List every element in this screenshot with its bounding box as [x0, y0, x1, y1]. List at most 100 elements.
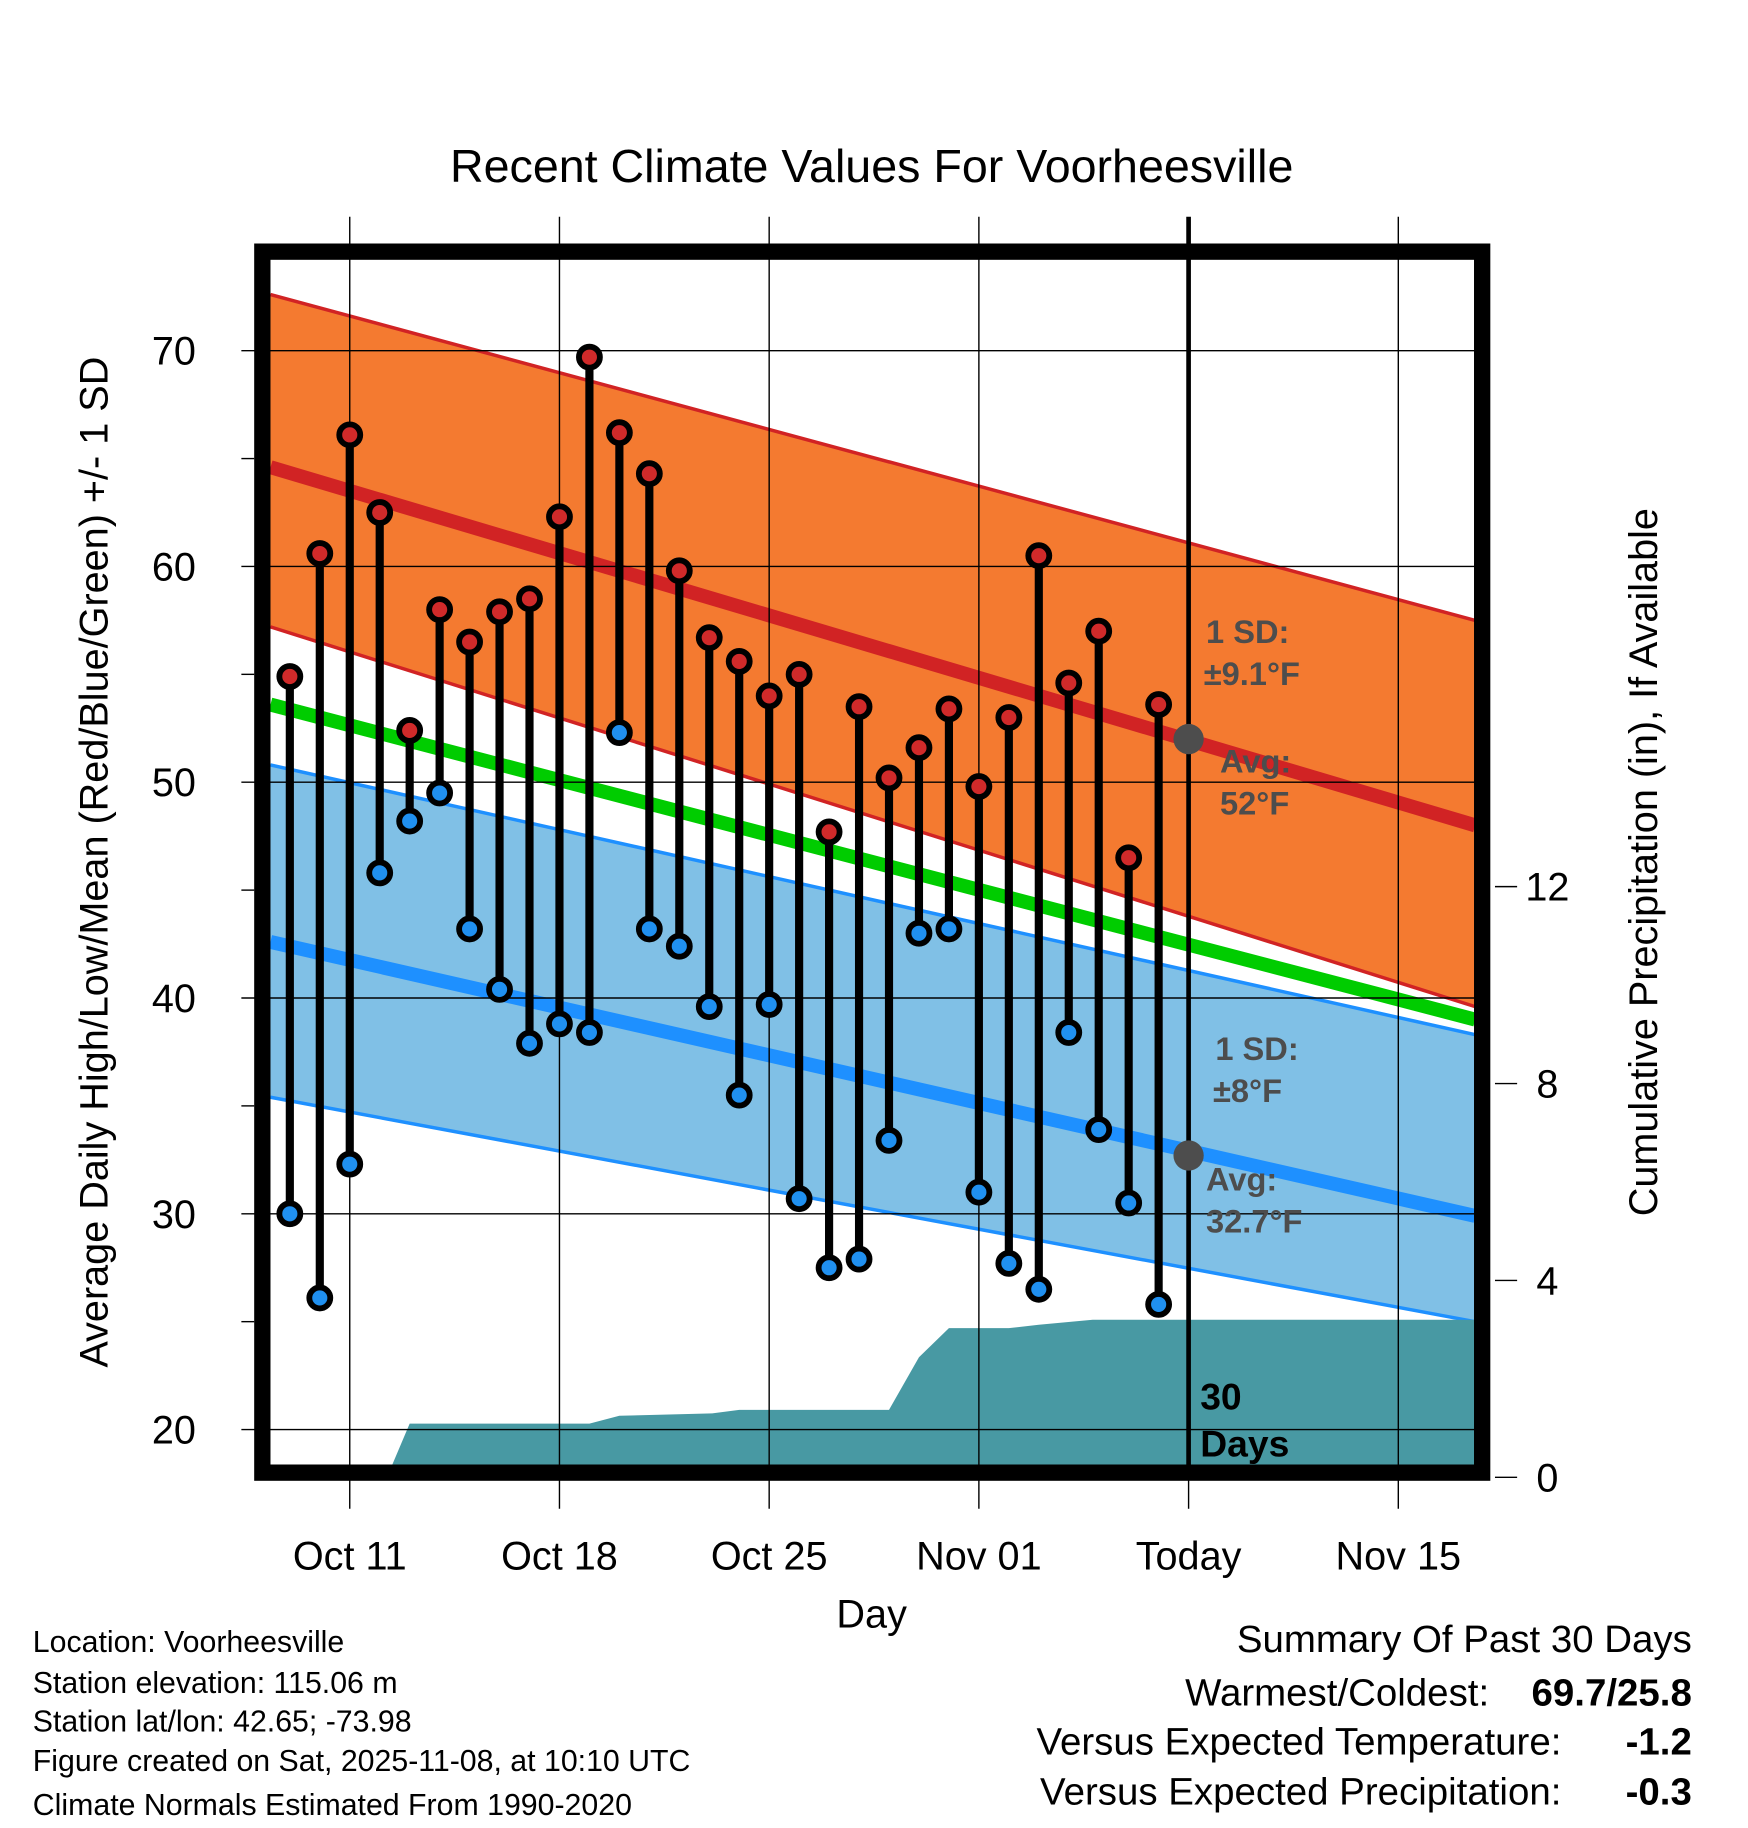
- summary-warmest-label: Warmest/Coldest:: [1185, 1672, 1489, 1715]
- low-point: [1145, 1290, 1173, 1318]
- high-point: [845, 693, 873, 721]
- low-lower-line: [270, 1095, 1476, 1324]
- precip-area: [386, 1319, 1476, 1478]
- high-point: [905, 734, 933, 762]
- low-point: [546, 1010, 573, 1038]
- x-axis-label: Day: [836, 1593, 907, 1637]
- high-point: [546, 503, 573, 531]
- summary-precip-label: Versus Expected Precipitation:: [1040, 1771, 1561, 1814]
- high-point: [1055, 669, 1083, 697]
- low-sd-band: [270, 764, 1476, 1322]
- low-point: [306, 1284, 334, 1312]
- low-point: [755, 991, 783, 1018]
- x-tick-label: Oct 11: [293, 1534, 407, 1578]
- low-point: [426, 779, 454, 807]
- high-point: [755, 682, 783, 710]
- high-point: [366, 499, 394, 526]
- low-avg-label: Avg:: [1206, 1161, 1277, 1198]
- high-point: [336, 421, 364, 449]
- today-low-avg-point: [1173, 1140, 1204, 1171]
- y-axis-label: Average Daily High/Low/Mean (Red/Blue/Gr…: [72, 357, 116, 1368]
- window-label-number: 30: [1200, 1376, 1241, 1418]
- footer-location: Location: Voorheesville: [33, 1626, 344, 1659]
- high-sd-label: 1 SD:: [1206, 613, 1289, 650]
- y-tick-label: 20: [152, 1409, 196, 1453]
- low-point: [516, 1029, 543, 1057]
- low-point: [695, 993, 723, 1021]
- high-point: [935, 695, 963, 723]
- plot-area: [268, 292, 1478, 1478]
- low-mean-line: [268, 935, 1477, 1223]
- footer-created: Figure created on Sat, 2025-11-08, at 10…: [33, 1745, 691, 1778]
- low-sd-label: 1 SD:: [1215, 1030, 1298, 1067]
- low-point: [276, 1200, 304, 1228]
- low-point: [486, 975, 513, 1003]
- low-point: [665, 932, 693, 960]
- high-point: [306, 540, 334, 567]
- low-point: [456, 915, 483, 943]
- low-point: [635, 915, 663, 943]
- high-point: [875, 764, 903, 792]
- high-mean-line: [268, 460, 1478, 833]
- high-point: [576, 343, 603, 371]
- y-tick-label: 40: [152, 977, 196, 1021]
- chart-title: Recent Climate Values For Voorheesville: [450, 140, 1293, 192]
- high-point: [426, 596, 454, 624]
- y-tick-label: 70: [152, 330, 196, 374]
- high-point: [396, 717, 424, 744]
- high-point: [725, 647, 753, 675]
- low-point: [366, 859, 394, 887]
- y-tick-label: 60: [152, 545, 196, 589]
- low-point: [935, 915, 963, 943]
- high-point: [695, 624, 723, 652]
- low-point: [845, 1245, 873, 1273]
- low-point: [576, 1019, 603, 1046]
- footer-elevation: Station elevation: 115.06 m: [33, 1667, 398, 1700]
- y2-tick-label: 0: [1536, 1456, 1558, 1500]
- high-point: [785, 660, 813, 688]
- summary-precip-value: -0.3: [1626, 1771, 1692, 1814]
- low-point: [815, 1254, 843, 1282]
- plot-frame: [254, 243, 1491, 1481]
- y-tick-label: 50: [152, 761, 196, 805]
- high-point: [665, 557, 693, 585]
- high-point: [1025, 542, 1053, 570]
- x-tick-label: Nov 01: [916, 1534, 1042, 1578]
- window-label-days: Days: [1200, 1422, 1289, 1464]
- footer-normals: Climate Normals Estimated From 1990-2020: [33, 1789, 632, 1822]
- low-point: [1085, 1116, 1113, 1144]
- y2-tick-label: 4: [1536, 1259, 1558, 1303]
- x-tick-label: Oct 18: [501, 1534, 618, 1578]
- high-point: [486, 598, 513, 626]
- high-point: [995, 704, 1023, 731]
- summary-temp-label: Versus Expected Temperature:: [1036, 1721, 1561, 1764]
- low-point: [396, 807, 424, 835]
- y2-tick-label: 8: [1536, 1062, 1558, 1106]
- high-avg-value: 52°F: [1220, 784, 1289, 821]
- summary-warmest-value: 69.7/25.8: [1532, 1672, 1692, 1715]
- low-point: [875, 1127, 903, 1154]
- footer-latlon: Station lat/lon: 42.65; -73.98: [33, 1705, 412, 1738]
- y-tick-label: 30: [152, 1193, 196, 1237]
- today-high-avg-point: [1173, 723, 1204, 755]
- y2-axis-label: Cumulative Precipitation (in), If Availa…: [1622, 508, 1666, 1216]
- low-point: [785, 1185, 813, 1213]
- summary-temp-value: -1.2: [1626, 1721, 1692, 1764]
- high-point: [815, 818, 843, 846]
- high-avg-label: Avg:: [1220, 742, 1291, 779]
- low-point: [905, 919, 933, 947]
- high-point: [516, 585, 543, 613]
- high-sd-value: ±9.1°F: [1204, 655, 1300, 692]
- low-point: [995, 1250, 1023, 1277]
- high-point: [605, 419, 633, 447]
- low-point: [1025, 1275, 1053, 1303]
- low-point: [965, 1178, 993, 1206]
- x-tick-label: Oct 25: [711, 1534, 828, 1578]
- high-point: [635, 460, 663, 488]
- summary-title: Summary Of Past 30 Days: [1237, 1618, 1692, 1661]
- low-point: [725, 1081, 753, 1109]
- high-point: [1145, 691, 1173, 718]
- high-point: [276, 663, 304, 690]
